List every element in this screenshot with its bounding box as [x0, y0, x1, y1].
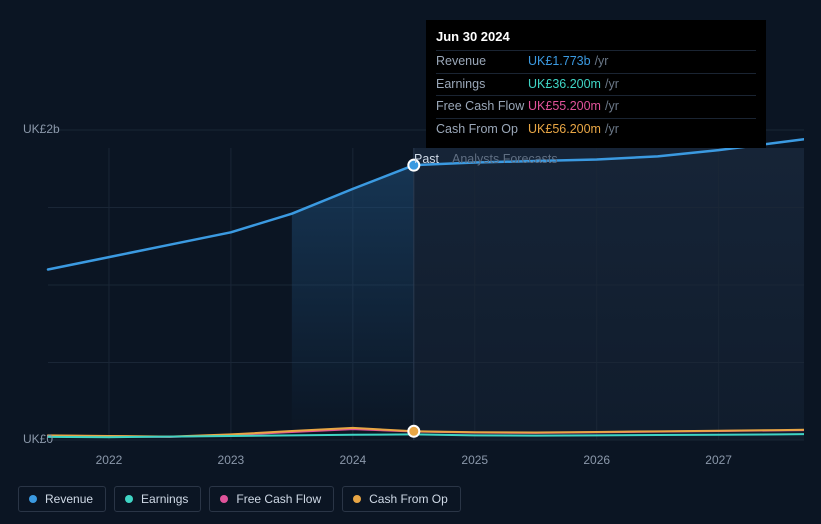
tooltip-row: EarningsUK£36.200m/yr [436, 73, 756, 96]
tooltip-row: RevenueUK£1.773b/yr [436, 50, 756, 73]
tooltip-row-label: Cash From Op [436, 121, 528, 139]
tooltip-row-value: UK£55.200m [528, 98, 601, 116]
tooltip-row-value: UK£36.200m [528, 76, 601, 94]
legend-item[interactable]: Revenue [18, 486, 106, 512]
legend-item[interactable]: Cash From Op [342, 486, 461, 512]
x-axis-label: 2023 [218, 453, 245, 467]
legend-dot-icon [220, 495, 228, 503]
legend-item-label: Free Cash Flow [236, 492, 321, 506]
tooltip-row-unit: /yr [605, 76, 619, 94]
tooltip-row-label: Revenue [436, 53, 528, 71]
x-axis-label: 2022 [96, 453, 123, 467]
tooltip-row: Cash From OpUK£56.200m/yr [436, 118, 756, 141]
x-axis-label: 2027 [705, 453, 732, 467]
legend-dot-icon [353, 495, 361, 503]
tooltip: Jun 30 2024 RevenueUK£1.773b/yrEarningsU… [426, 20, 766, 148]
legend-dot-icon [29, 495, 37, 503]
legend-item[interactable]: Earnings [114, 486, 201, 512]
legend-dot-icon [125, 495, 133, 503]
tooltip-rows: RevenueUK£1.773b/yrEarningsUK£36.200m/yr… [436, 50, 756, 140]
legend: Revenue Earnings Free Cash Flow Cash From O… [18, 486, 461, 512]
past-label: Past [414, 152, 439, 166]
x-axis-label: 2024 [339, 453, 366, 467]
tooltip-row-label: Free Cash Flow [436, 98, 528, 116]
tooltip-row-label: Earnings [436, 76, 528, 94]
tooltip-row-value: UK£1.773b [528, 53, 591, 71]
tooltip-row: Free Cash FlowUK£55.200m/yr [436, 95, 756, 118]
legend-item-label: Cash From Op [369, 492, 448, 506]
tooltip-row-unit: /yr [605, 121, 619, 139]
tooltip-row-value: UK£56.200m [528, 121, 601, 139]
legend-item-label: Earnings [141, 492, 188, 506]
x-axis-label: 2026 [583, 453, 610, 467]
y-axis-label: UK£2b [23, 122, 60, 136]
forecast-label: Analysts Forecasts [452, 152, 558, 166]
tooltip-row-unit: /yr [605, 98, 619, 116]
x-axis-label: 2025 [461, 453, 488, 467]
y-axis-label: UK£0 [23, 432, 53, 446]
legend-item-label: Revenue [45, 492, 93, 506]
tooltip-title: Jun 30 2024 [436, 28, 756, 50]
tooltip-row-unit: /yr [595, 53, 609, 71]
legend-item[interactable]: Free Cash Flow [209, 486, 334, 512]
